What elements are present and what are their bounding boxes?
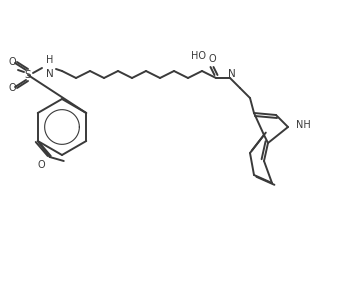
Text: S: S <box>25 70 31 80</box>
Text: HO: HO <box>190 51 206 61</box>
Text: NH: NH <box>296 120 311 130</box>
Text: H: H <box>46 55 54 65</box>
Text: N: N <box>228 69 236 79</box>
Text: O: O <box>208 54 216 64</box>
Text: O: O <box>8 57 16 67</box>
Text: N: N <box>46 69 54 79</box>
Text: O: O <box>38 160 46 170</box>
Text: O: O <box>8 83 16 93</box>
